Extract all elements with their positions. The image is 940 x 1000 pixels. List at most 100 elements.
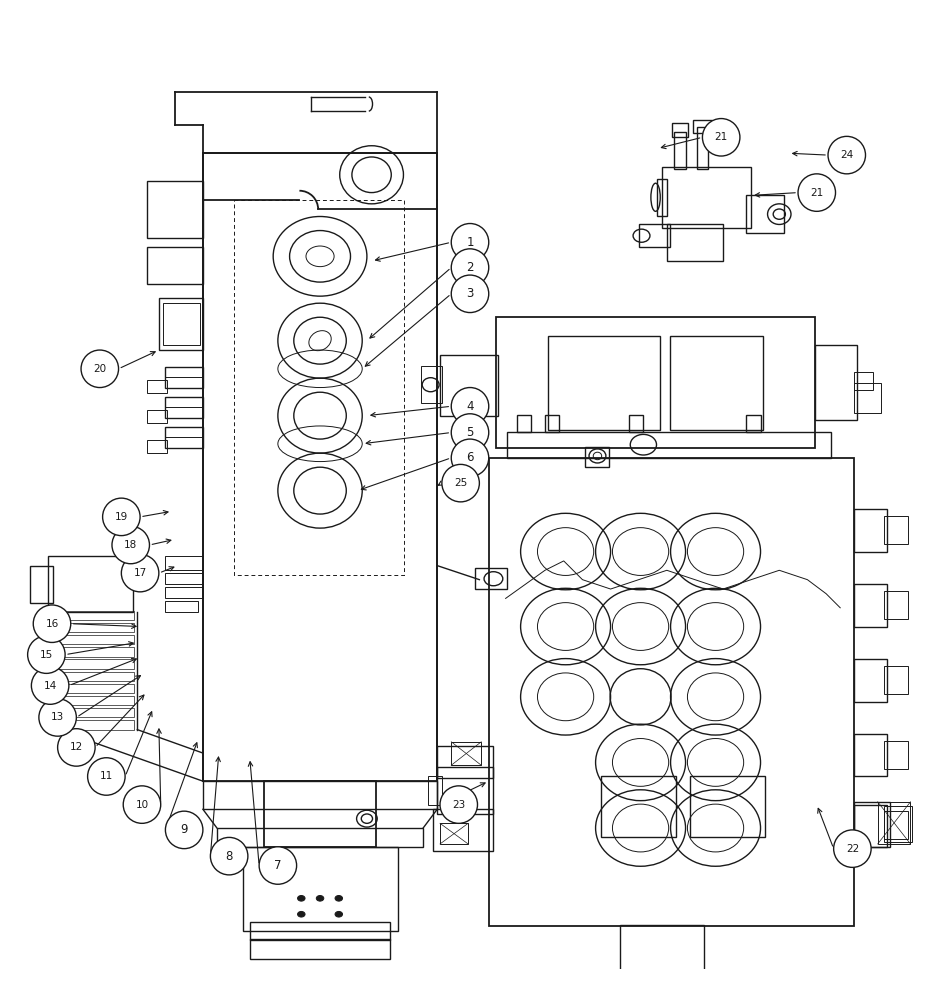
Bar [815,345,857,420]
Bar [59,672,134,681]
Text: 21: 21 [810,188,823,198]
Bar [548,336,660,430]
Bar [657,179,666,216]
Bar [634,994,690,1000]
Bar [666,224,723,261]
Text: 21: 21 [714,132,728,142]
Text: 14: 14 [43,681,56,691]
Bar [878,802,911,844]
Text: 4: 4 [466,400,474,413]
Text: 8: 8 [226,850,233,863]
Bar [885,516,908,544]
Bar [48,556,133,612]
Circle shape [31,667,69,704]
Bar [440,355,498,416]
Bar [854,584,887,627]
Ellipse shape [335,896,342,901]
Circle shape [834,830,871,867]
Circle shape [442,464,479,502]
Circle shape [451,224,489,261]
Text: 11: 11 [100,771,113,781]
Circle shape [39,699,76,736]
Bar [421,366,442,403]
Bar [437,767,494,814]
Circle shape [121,554,159,592]
Bar [885,591,908,619]
Bar [250,922,390,940]
Bar [629,415,643,432]
Bar [165,397,203,418]
Bar [437,746,494,778]
Bar [885,806,913,842]
Bar [885,666,908,694]
Circle shape [102,498,140,536]
Circle shape [702,119,740,156]
Bar [545,415,559,432]
Bar [147,440,167,453]
Bar [602,776,676,837]
Bar [163,303,200,345]
Bar [203,781,437,809]
Bar [854,805,887,847]
Bar [59,684,134,693]
Bar [59,659,134,669]
Bar [586,447,609,467]
Bar [475,568,508,589]
Text: 22: 22 [846,844,859,854]
Circle shape [87,758,125,795]
Bar [59,635,134,644]
Bar [165,601,198,612]
Text: 9: 9 [180,823,188,836]
Bar [59,696,134,705]
Bar [854,509,887,552]
Bar [217,828,423,847]
Bar [29,566,53,603]
Circle shape [440,786,478,823]
Bar [59,623,134,632]
Bar [165,573,203,584]
Bar [165,367,203,388]
Bar [669,336,763,430]
Text: 10: 10 [135,800,149,810]
Bar [693,120,712,133]
Bar [147,247,203,284]
Text: 19: 19 [115,512,128,522]
Ellipse shape [335,911,342,917]
Bar [662,167,751,228]
Circle shape [828,136,866,174]
Bar [243,847,398,931]
Ellipse shape [316,896,323,901]
Text: 16: 16 [45,619,58,629]
Bar [451,742,481,765]
Bar [854,383,881,413]
Bar [854,372,873,390]
Text: 3: 3 [466,287,474,300]
Bar [59,708,134,717]
Circle shape [798,174,836,211]
Bar [432,809,494,851]
Bar [746,195,784,233]
Ellipse shape [298,911,306,917]
Bar [508,432,831,458]
Bar [440,823,468,844]
Bar [489,458,854,926]
Bar [517,415,531,432]
Circle shape [451,439,489,477]
Bar [854,659,887,702]
Bar [165,556,203,570]
Bar [428,776,442,805]
Text: 2: 2 [466,261,474,274]
Bar [165,427,203,448]
Text: 7: 7 [274,859,282,872]
Bar [885,811,908,839]
Bar [690,776,765,837]
Bar [165,587,203,598]
Ellipse shape [298,896,306,901]
Bar [147,181,203,238]
Circle shape [33,605,70,642]
Circle shape [81,350,118,388]
Bar [697,127,708,169]
Circle shape [259,847,297,884]
Text: 18: 18 [124,540,137,550]
Text: 12: 12 [70,742,83,752]
